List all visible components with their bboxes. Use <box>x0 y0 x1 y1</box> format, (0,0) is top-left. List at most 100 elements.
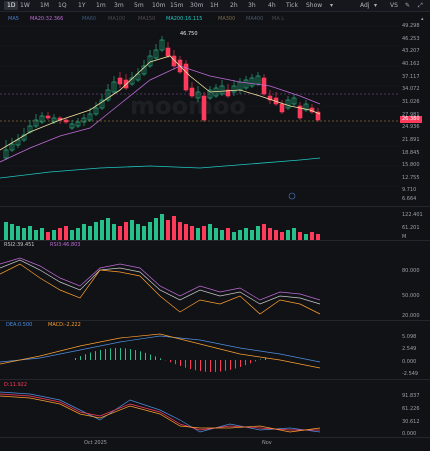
price-tick: 49.298 <box>402 23 420 29</box>
indicator-line <box>0 335 321 363</box>
tab-timeframe-3h[interactable]: 3h <box>248 2 256 9</box>
volume-bar <box>190 226 194 240</box>
tab-timeframe-1y[interactable]: 1Y <box>78 2 86 9</box>
candle-body <box>69 123 75 129</box>
macd-bar <box>135 350 136 360</box>
tab-timeframe-1d[interactable]: 1D <box>4 1 19 10</box>
indicator-line <box>0 393 320 431</box>
candle-body <box>135 73 141 81</box>
volume-bar <box>118 226 122 240</box>
volume-bar <box>250 230 254 240</box>
indicator-line <box>0 391 321 433</box>
macd-bar <box>180 360 181 367</box>
candle-body <box>183 63 189 91</box>
candle-body <box>87 113 93 121</box>
price-tick: 40.162 <box>402 61 420 67</box>
chevron-down-icon[interactable]: ▾ <box>330 2 334 9</box>
candle-body <box>231 85 237 93</box>
volume-bar <box>316 234 320 240</box>
volume-bar <box>226 228 230 240</box>
volume-bar <box>130 220 134 240</box>
price-tick: 9.710 <box>402 187 417 193</box>
tab-timeframe-3m[interactable]: 3m <box>114 2 124 9</box>
tab-timeframe-15m[interactable]: 15m <box>170 2 184 9</box>
macd-legend-a: DEA:0.500 <box>6 322 33 328</box>
candle-body <box>285 99 291 109</box>
volume-bar <box>196 228 200 240</box>
collapse-icon[interactable]: ▴ <box>421 16 424 22</box>
volume-bar <box>256 226 260 240</box>
show-menu[interactable]: Show <box>306 2 323 9</box>
candle-body <box>153 49 159 59</box>
kdj-tick: 91.837 <box>402 393 420 399</box>
tab-timeframe-1m[interactable]: 1M <box>40 2 49 9</box>
candle-body <box>105 89 111 101</box>
candle-body <box>219 85 225 95</box>
volume-bar <box>124 222 128 240</box>
candle-body <box>15 139 21 146</box>
macd-bar <box>170 360 171 363</box>
indicator-line <box>0 65 321 163</box>
candle-body <box>195 91 201 99</box>
macd-tick: 0.000 <box>402 359 417 365</box>
volume-unit: M <box>402 234 407 240</box>
current-price-tag: 26.380 <box>400 116 422 123</box>
candle-body <box>93 107 99 115</box>
macd-bar <box>120 348 121 360</box>
event-marker-icon[interactable] <box>288 192 296 200</box>
tab-timeframe-1q[interactable]: 1Q <box>58 2 67 9</box>
legend-ma120: MA100 <box>108 16 126 22</box>
macd-legend-b: MACD:-2.222 <box>48 322 81 328</box>
legend-ma20: MA20:32.366 <box>30 16 64 22</box>
macd-bar <box>265 357 266 360</box>
pane-separator <box>0 206 430 207</box>
tab-timeframe-10m[interactable]: 10m <box>152 2 166 9</box>
tab-timeframe-4h[interactable]: 4h <box>268 2 276 9</box>
price-tick: 12.755 <box>402 175 420 181</box>
candle-body <box>111 81 117 93</box>
drawing-tools-icon[interactable]: ✎ <box>405 2 411 9</box>
macd-bar <box>130 349 131 360</box>
price-tick: 46.253 <box>402 36 420 42</box>
indicator-line <box>0 259 321 305</box>
adj-toggle[interactable]: Adj <box>360 2 370 9</box>
price-tick: 6.664 <box>402 196 417 202</box>
chevron-down-icon[interactable]: ▾ <box>374 2 378 9</box>
candle-body <box>165 47 171 57</box>
fullscreen-icon[interactable]: ⤢ <box>418 2 423 9</box>
macd-bar <box>210 360 211 372</box>
macd-tick: -2.549 <box>402 371 419 377</box>
volume-bar <box>220 230 224 240</box>
tab-timeframe-5m[interactable]: 5m <box>134 2 144 9</box>
macd-bar <box>235 360 236 369</box>
macd-bar <box>155 356 156 360</box>
volume-bar <box>280 232 284 240</box>
price-tick: 21.891 <box>402 137 420 143</box>
tab-timeframe-30m[interactable]: 30m <box>190 2 204 9</box>
candle-body <box>303 103 309 111</box>
macd-bar <box>215 360 216 372</box>
legend-ma5: MA5 <box>8 16 19 22</box>
candle-body <box>171 55 177 67</box>
macd-bar <box>85 354 86 360</box>
volume-bar <box>184 224 188 240</box>
kdj-tick: 0.000 <box>402 431 417 437</box>
indicator-line <box>0 333 321 369</box>
candle-body <box>297 105 303 119</box>
candle-body <box>159 39 165 51</box>
price-tick: 37.117 <box>402 74 420 80</box>
volume-bar <box>100 220 104 240</box>
candle-body <box>267 95 273 101</box>
tab-timeframe-tick[interactable]: Tick <box>286 2 298 9</box>
indicator-line <box>0 263 321 315</box>
tab-timeframe-1m[interactable]: 1m <box>96 2 106 9</box>
tab-timeframe-1h[interactable]: 1H <box>210 2 219 9</box>
tab-timeframe-2h[interactable]: 2h <box>230 2 238 9</box>
tab-timeframe-1w[interactable]: 1W <box>20 2 30 9</box>
vs-compare-button[interactable]: VS <box>390 2 398 9</box>
macd-bar <box>240 360 241 367</box>
candle-body <box>33 119 39 127</box>
macd-bar <box>245 360 246 366</box>
volume-bar <box>76 228 80 240</box>
